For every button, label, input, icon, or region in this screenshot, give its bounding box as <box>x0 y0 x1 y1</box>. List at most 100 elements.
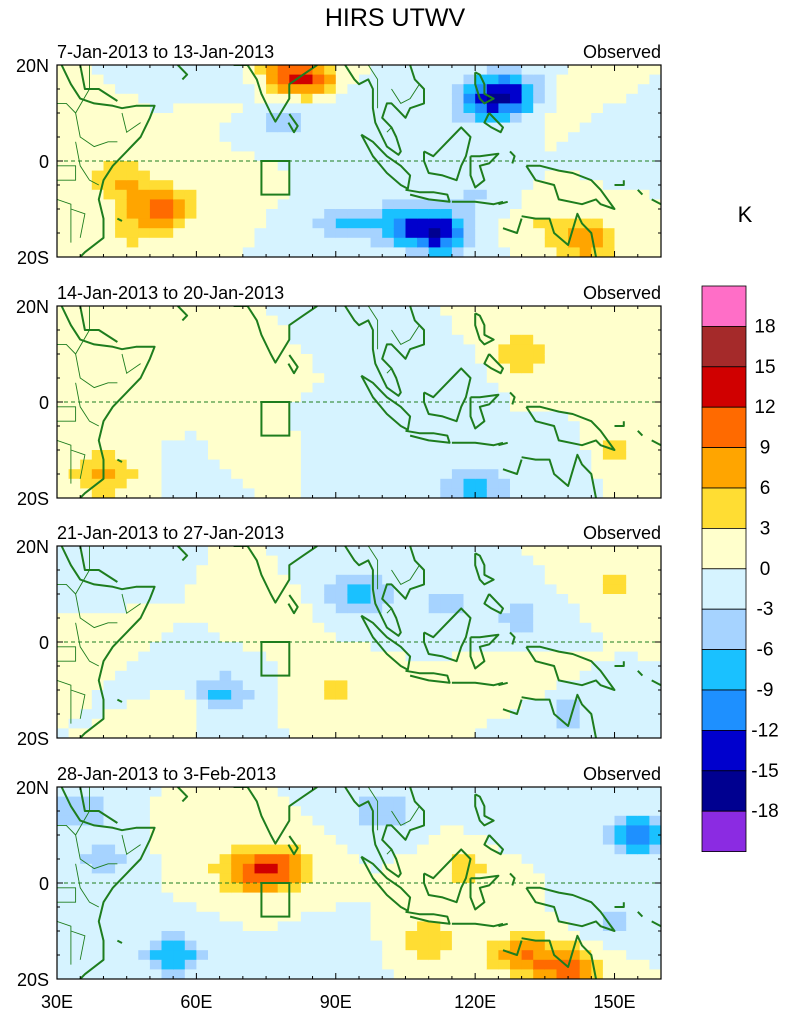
field-cell <box>138 911 151 922</box>
field-cell <box>382 959 395 970</box>
field-cell <box>103 373 116 384</box>
field-cell <box>451 825 465 836</box>
field-cell <box>242 84 255 95</box>
field-cell <box>602 854 616 865</box>
field-cell <box>510 488 523 498</box>
field-cell <box>126 392 139 403</box>
field-cell <box>370 392 383 403</box>
field-cell <box>626 728 639 738</box>
field-cell <box>91 670 104 681</box>
field-cell <box>161 565 174 576</box>
field-cell <box>126 180 139 191</box>
field-cell <box>579 642 592 653</box>
field-cell <box>289 228 302 239</box>
field-cell <box>161 306 174 317</box>
field-cell <box>254 863 267 874</box>
field-cell <box>254 603 267 614</box>
field-cell <box>417 373 430 384</box>
coastline <box>451 922 504 928</box>
field-cell <box>417 555 430 566</box>
field-cell <box>57 122 70 133</box>
field-cell <box>254 237 267 248</box>
field-cell <box>649 594 661 605</box>
field-cell <box>428 334 441 345</box>
field-cell <box>57 844 70 855</box>
field-cell <box>266 354 279 365</box>
field-cell <box>359 796 372 807</box>
field-cell <box>254 382 267 393</box>
field-cell <box>533 421 546 432</box>
field-cell <box>324 806 337 817</box>
field-cell <box>440 622 453 633</box>
field-cell <box>626 661 639 672</box>
field-cell <box>208 796 221 807</box>
field-cell <box>324 613 337 624</box>
field-cell <box>614 402 627 413</box>
field-cell <box>591 854 604 865</box>
field-cell <box>451 787 465 798</box>
border <box>57 343 76 355</box>
field-cell <box>544 161 557 172</box>
field-cell <box>312 440 325 451</box>
field-cell <box>544 440 557 451</box>
field-cell <box>91 854 104 865</box>
field-cell <box>637 863 650 874</box>
field-cell <box>289 902 302 913</box>
field-cell <box>440 440 453 451</box>
field-cell <box>277 228 290 239</box>
field-cell <box>91 141 104 152</box>
field-cell <box>637 902 650 913</box>
field-cell <box>568 469 581 480</box>
field-cell <box>57 469 70 480</box>
field-cell <box>184 113 197 124</box>
border <box>75 622 100 667</box>
field-cell <box>440 718 453 729</box>
field-cell <box>115 478 128 489</box>
field-cell <box>568 209 581 220</box>
field-cell <box>126 565 139 576</box>
field-cell <box>463 450 476 461</box>
field-cell <box>57 430 70 441</box>
field-cell <box>498 892 511 903</box>
field-cell <box>614 690 627 701</box>
field-cell <box>382 373 395 384</box>
field-cell <box>556 728 569 738</box>
field-cell <box>277 603 290 614</box>
field-cell <box>556 93 569 104</box>
field-cell <box>649 373 661 384</box>
field-cell <box>393 892 406 903</box>
field-cell <box>649 93 661 104</box>
field-cell <box>440 873 453 884</box>
field-cell <box>173 594 186 605</box>
field-cell <box>417 382 430 393</box>
field-cell <box>475 854 488 865</box>
field-cell <box>115 835 128 846</box>
field-cell <box>602 161 616 172</box>
field-cell <box>521 854 534 865</box>
field-cell <box>173 969 186 979</box>
field-cell <box>91 825 104 836</box>
field-cell <box>533 690 546 701</box>
field-cell <box>417 651 430 662</box>
field-cell <box>300 787 314 798</box>
field-cell <box>579 440 592 451</box>
field-cell <box>277 421 290 432</box>
field-cell <box>161 93 174 104</box>
field-cell <box>579 325 592 336</box>
field-cell <box>602 546 616 557</box>
field-cell <box>521 84 534 95</box>
field-cell <box>231 450 244 461</box>
field-cell <box>382 546 395 557</box>
field-cell <box>614 680 627 691</box>
field-cell <box>602 787 616 798</box>
x-tick-label: 150E <box>594 992 636 1012</box>
field-cell <box>335 65 348 76</box>
field-cell <box>138 959 151 970</box>
field-cell <box>370 170 383 181</box>
field-cell <box>149 488 163 498</box>
x-tick-label: 60E <box>180 992 212 1012</box>
field-cell <box>579 103 592 114</box>
field-cell <box>184 84 197 95</box>
field-cell <box>591 325 604 336</box>
field-cell <box>347 478 360 489</box>
